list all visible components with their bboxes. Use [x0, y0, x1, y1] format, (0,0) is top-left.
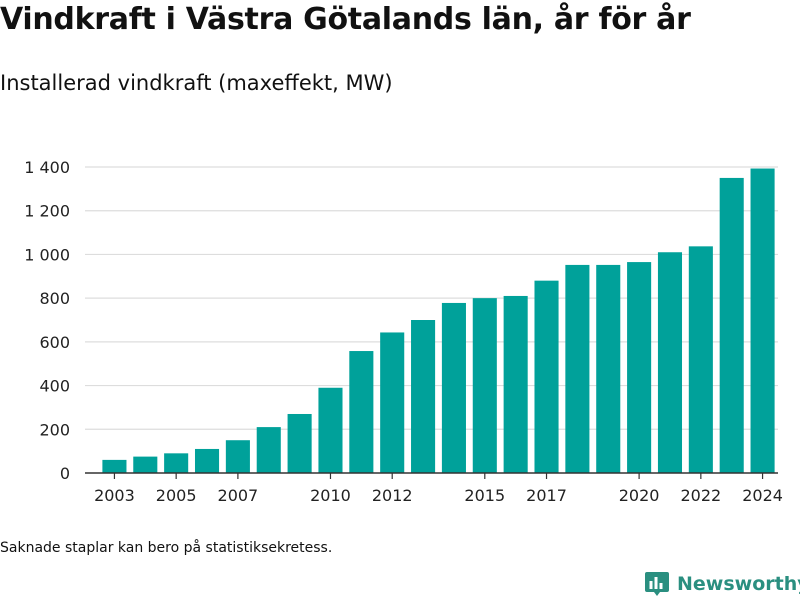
y-tick-label: 1 200 — [24, 202, 70, 221]
bar-2023 — [719, 177, 744, 473]
x-tick-label: 2020 — [619, 486, 660, 505]
bar-2008 — [256, 427, 281, 473]
bar-2020 — [627, 262, 652, 473]
brand-logo: Newsworthy — [644, 570, 800, 598]
y-tick-label: 600 — [39, 333, 70, 352]
y-tick-label: 400 — [39, 377, 70, 396]
brand-name: Newsworthy — [677, 573, 800, 595]
x-axis-tick-labels: 2003 2005 2007 2010 2012 2015 2017 2020 2022 2024 — [94, 473, 783, 505]
bar-2016 — [503, 295, 528, 473]
bar-2005 — [164, 453, 189, 473]
x-tick-label: 2015 — [464, 486, 505, 505]
bar-2021 — [657, 252, 683, 473]
x-tick-label: 2005 — [156, 486, 197, 505]
y-tick-label: 200 — [39, 420, 70, 439]
bar-2014 — [441, 302, 466, 473]
bar-2017 — [534, 280, 559, 473]
chart-subtitle: Installerad vindkraft (maxeffekt, MW) — [0, 71, 393, 95]
footnote: Saknade staplar kan bero på statistiksek… — [0, 540, 333, 556]
bar-2011 — [349, 351, 374, 473]
bar-2024 — [750, 168, 775, 473]
x-tick-label: 2007 — [218, 486, 259, 505]
x-tick-label: 2017 — [526, 486, 567, 505]
y-tick-label: 1 400 — [24, 158, 70, 177]
chart-title: Vindkraft i Västra Götalands län, år för… — [0, 2, 691, 37]
bar-2009 — [287, 413, 312, 473]
bar-2006 — [194, 448, 220, 473]
y-axis-tick-labels: 0 200 400 600 800 1 000 1 200 1 400 — [24, 158, 70, 483]
x-tick-label: 2024 — [742, 486, 783, 505]
bar-2012 — [380, 332, 405, 473]
bar-2007 — [225, 440, 250, 473]
bar-2019 — [596, 264, 621, 473]
x-tick-label: 2003 — [94, 486, 135, 505]
bar-2013 — [411, 320, 436, 473]
x-tick-label: 2010 — [310, 486, 351, 505]
bar-2004 — [133, 456, 158, 473]
x-tick-label: 2022 — [680, 486, 721, 505]
bar-2022 — [688, 246, 713, 473]
y-tick-label: 800 — [39, 289, 70, 308]
bars — [102, 168, 775, 473]
bar-2003 — [102, 459, 127, 473]
y-tick-label: 1 000 — [24, 245, 70, 264]
bar-2018 — [565, 264, 590, 473]
bar-2015 — [472, 298, 497, 473]
bar-2010 — [318, 387, 343, 473]
bar-chart-logo-icon — [645, 572, 669, 596]
y-tick-label: 0 — [60, 464, 70, 483]
x-tick-label: 2012 — [372, 486, 413, 505]
